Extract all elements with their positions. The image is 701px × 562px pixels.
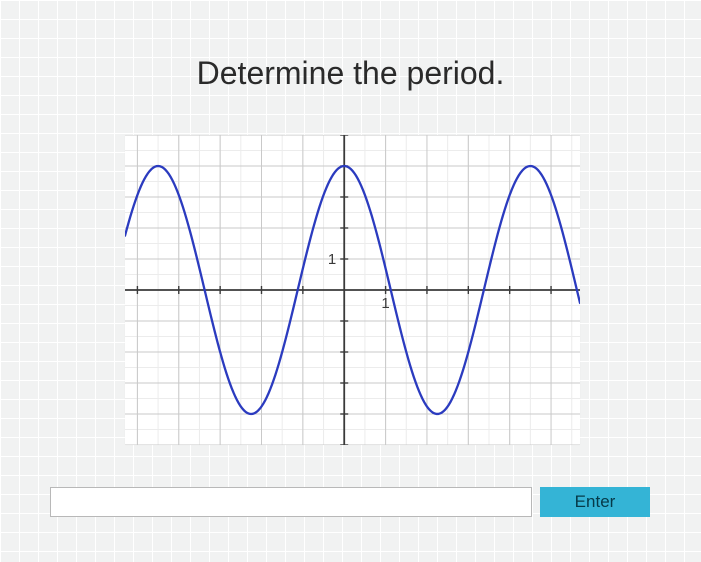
- page-title: Determine the period.: [0, 55, 701, 92]
- svg-text:1: 1: [328, 251, 336, 268]
- answer-row: Enter: [50, 487, 650, 517]
- answer-input[interactable]: [50, 487, 532, 517]
- period-chart: 11: [125, 135, 580, 445]
- svg-text:1: 1: [381, 295, 389, 312]
- chart-svg: 11: [125, 135, 580, 445]
- enter-button[interactable]: Enter: [540, 487, 650, 517]
